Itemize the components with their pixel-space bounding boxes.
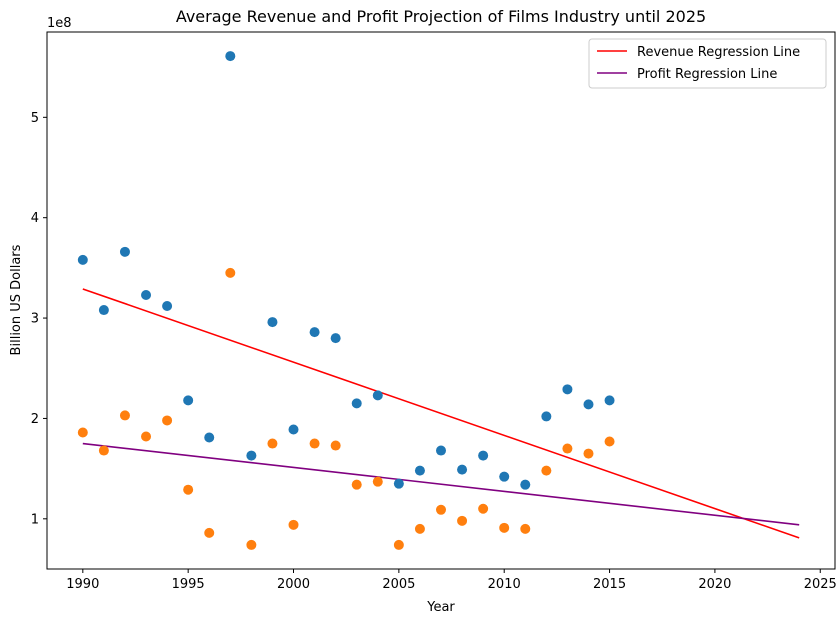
plot-frame [46,31,836,570]
legend-label-revenue: Revenue Regression Line [637,45,800,60]
scatter-point-series-0 [457,464,468,475]
scatter-point-series-1 [141,431,152,442]
x-tick-label: 1995 [172,577,205,592]
x-tick-label: 2010 [488,577,521,592]
scatter-point-series-1 [309,438,320,449]
scatter-point-series-1 [562,443,573,454]
scatter-point-series-1 [288,519,299,530]
scatter-point-series-0 [393,478,404,489]
x-tick-label: 1990 [66,577,99,592]
y-offset-label: 1e8 [47,16,72,31]
scatter-point-series-1 [225,267,236,278]
chart-title: Average Revenue and Profit Projection of… [176,7,706,26]
scatter-point-series-0 [183,395,194,406]
x-tick-label: 2015 [593,577,626,592]
scatter-point-series-1 [330,440,341,451]
scatter-point-series-1 [351,479,362,490]
scatter-point-series-0 [414,465,425,476]
scatter-point-series-1 [499,522,510,533]
legend-label-profit: Profit Regression Line [637,67,777,82]
x-tick-label: 2025 [804,577,836,592]
scatter-point-series-1 [583,448,594,459]
legend: Revenue Regression Line Profit Regressio… [588,38,827,89]
y-tick-label: 2 [31,412,39,427]
scatter-point-series-0 [288,424,299,435]
x-axis-label: Year [426,600,455,615]
x-tick-label: 2000 [277,577,310,592]
regression-lines [82,288,800,539]
y-tick-label: 3 [31,312,39,327]
scatter-point-series-1 [457,515,468,526]
y-tick-label: 4 [31,211,39,226]
regression-line-3 [82,442,800,526]
regression-line-2 [82,288,800,539]
x-tick-label: 2020 [698,577,731,592]
scatter-point-series-1 [414,523,425,534]
scatter-point-series-0 [162,301,173,312]
scatter-point-series-0 [246,450,257,461]
scatter-point-series-0 [330,333,341,344]
y-tick-label: 5 [31,111,39,126]
scatter-point-series-1 [372,476,383,487]
scatter-point-series-1 [204,527,215,538]
scatter-point-series-1 [119,410,130,421]
scatter-point-series-0 [604,395,615,406]
scatter-point-series-1 [520,523,531,534]
scatter-point-series-1 [393,539,404,550]
x-axis: 1990 1995 2000 2005 2010 2015 2020 2025 [66,569,836,592]
scatter-point-series-1 [541,465,552,476]
scatter-point-series-0 [562,384,573,395]
x-tick-label: 2005 [382,577,415,592]
scatter-point-series-1 [77,427,88,438]
scatter-point-series-1 [246,539,257,550]
y-tick-label: 1 [31,512,39,527]
scatter-point-series-1 [604,436,615,447]
scatter-point-series-0 [225,51,236,62]
scatter-point-series-0 [141,289,152,300]
scatter-point-series-0 [119,246,130,257]
scatter-point-series-0 [583,399,594,410]
scatter-point-series-0 [351,398,362,409]
legend-frame [588,38,827,89]
scatter-point-series-1 [478,503,489,514]
scatter-point-series-0 [372,390,383,401]
scatter-points [77,51,615,550]
plot-area [46,31,836,570]
scatter-point-series-0 [267,317,278,328]
scatter-point-series-0 [98,305,109,316]
scatter-point-series-1 [183,484,194,495]
scatter-point-series-0 [77,254,88,265]
scatter-point-series-1 [436,504,446,515]
scatter-point-series-0 [309,327,320,338]
scatter-point-series-0 [478,450,489,461]
scatter-point-series-1 [267,438,278,449]
scatter-point-series-1 [98,445,109,456]
scatter-point-series-0 [204,432,215,443]
scatter-point-series-0 [436,445,446,456]
scatter-point-series-1 [162,415,173,426]
scatter-point-series-0 [541,411,552,422]
scatter-point-series-0 [499,471,510,482]
y-axis-label: Billion US Dollars [9,244,24,355]
scatter-point-series-0 [520,479,531,490]
y-axis: 1 2 3 4 5 [31,111,47,527]
